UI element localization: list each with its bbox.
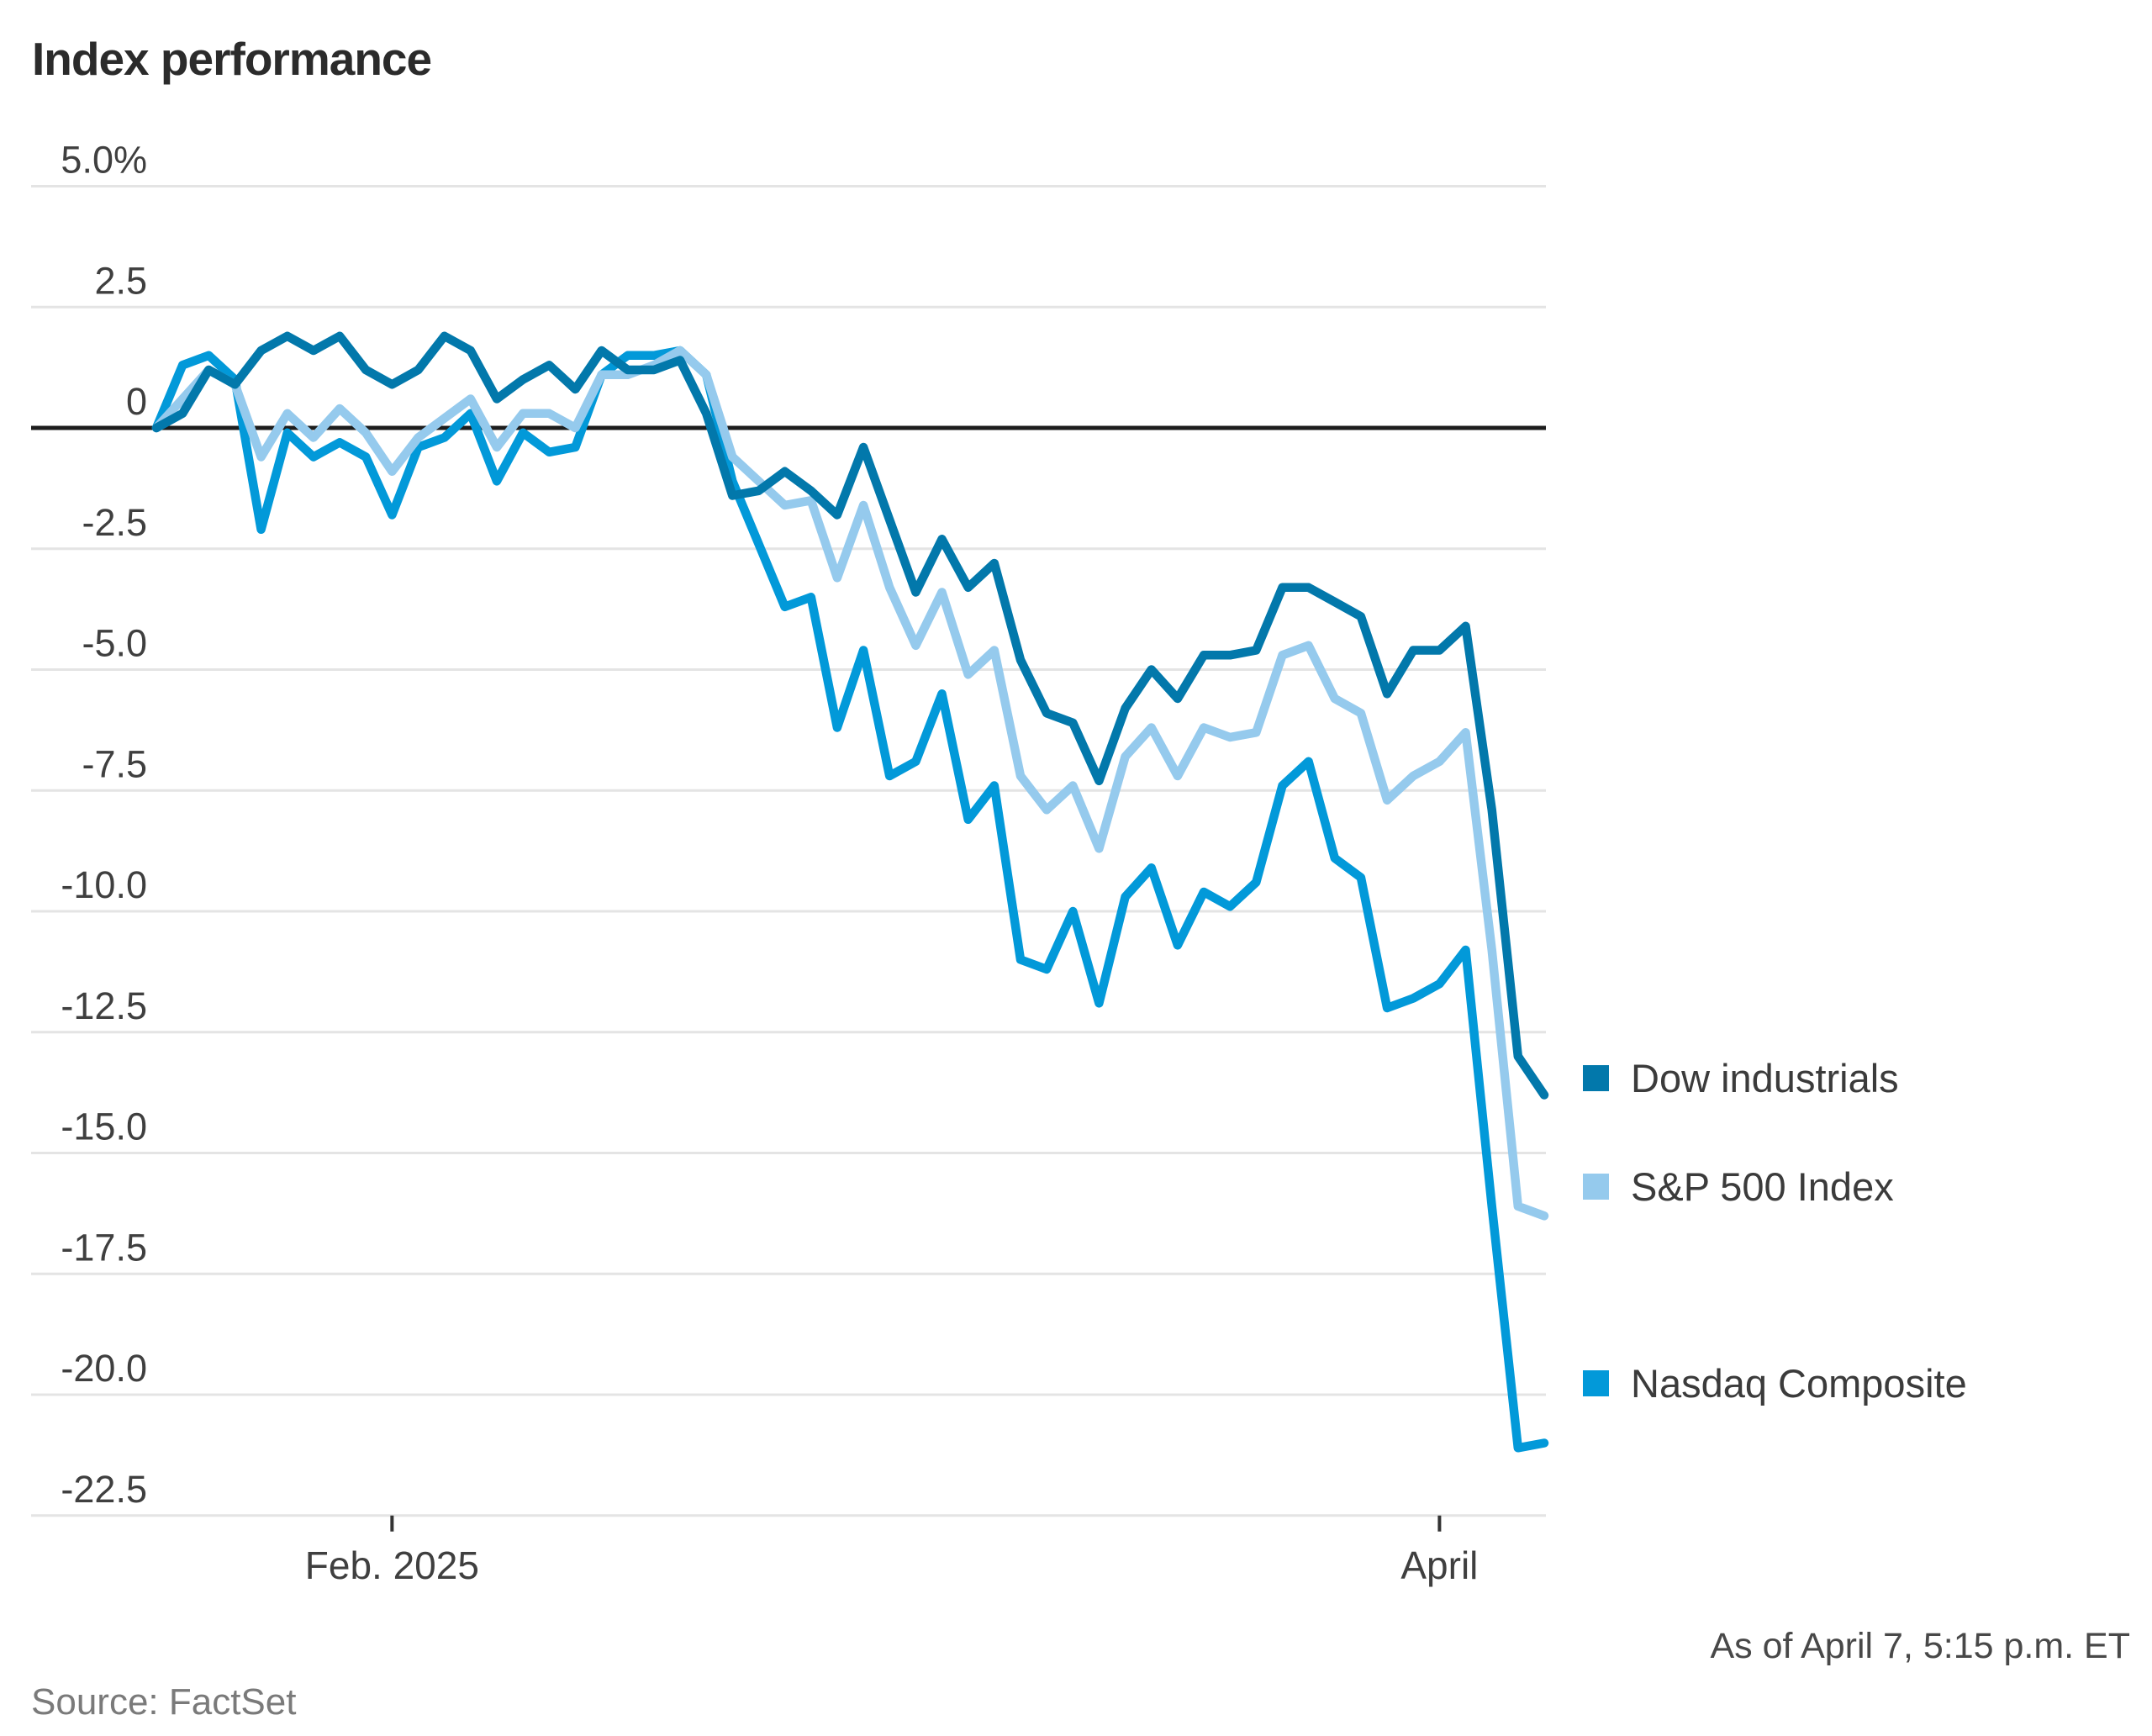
y-axis-label: -15.0	[61, 1105, 147, 1148]
y-axis-label: 0	[126, 380, 147, 423]
dow-line	[151, 331, 1549, 1100]
y-axis-label: -2.5	[82, 501, 147, 544]
y-axis-label: -10.0	[61, 863, 147, 906]
legend-item-dow: Dow industrials	[1583, 1052, 1899, 1104]
y-axis-label: 5.0%	[61, 139, 147, 182]
nasdaq-line	[151, 346, 1549, 1453]
series-lines-group	[151, 331, 1549, 1453]
gridlines-group	[31, 185, 1546, 1517]
page-title: Index performance	[32, 33, 432, 85]
legend-label: Nasdaq Composite	[1631, 1360, 1967, 1406]
nasdaq-swatch-icon	[1583, 1369, 1609, 1396]
y-axis-label: -5.0	[82, 622, 147, 665]
legend-item-sp500: S&P 500 Index	[1583, 1160, 1894, 1212]
y-axis-label: -22.5	[61, 1468, 147, 1511]
sp500-swatch-icon	[1583, 1173, 1609, 1200]
axis-labels-group: 5.0% 2.5 0 -2.5 -5.0 -7.5 -10.0 -12.5 -15.0 -17.5…	[61, 139, 1478, 1588]
y-axis-label: -12.5	[61, 984, 147, 1027]
x-axis-label: April	[1400, 1543, 1478, 1587]
dow-swatch-icon	[1583, 1064, 1609, 1091]
legend-label: S&P 500 Index	[1631, 1163, 1894, 1209]
sp500-line	[151, 346, 1549, 1221]
y-axis-label: -17.5	[61, 1226, 147, 1269]
y-axis-label: 2.5	[94, 259, 147, 302]
y-axis-label: -20.0	[61, 1347, 147, 1390]
y-axis-label: -7.5	[82, 742, 147, 785]
as-of-timestamp: As of April 7, 5:15 p.m. ET	[1710, 1626, 2131, 1666]
x-axis-label: Feb. 2025	[305, 1543, 479, 1587]
legend-label: Dow industrials	[1631, 1055, 1899, 1100]
legend-item-nasdaq: Nasdaq Composite	[1583, 1357, 1967, 1409]
source-note: Source: FactSet	[31, 1681, 297, 1723]
